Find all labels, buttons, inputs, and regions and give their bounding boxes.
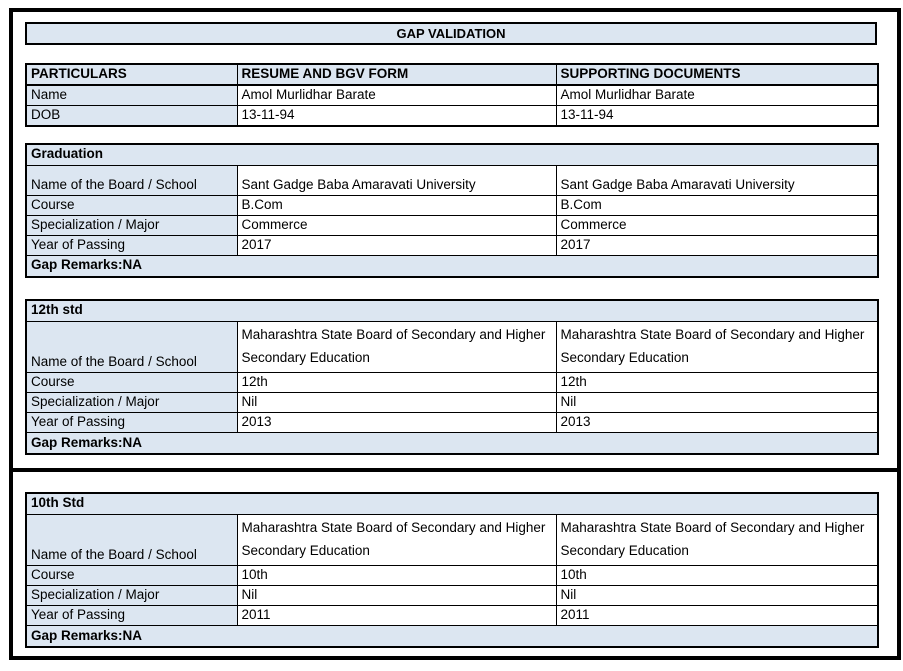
- row-gap-remarks: Gap Remarks:NA: [25, 431, 879, 455]
- document-title-text: GAP VALIDATION: [396, 26, 506, 41]
- resume-value-cell: Amol Murlidhar Barate: [236, 84, 557, 106]
- resume-value-cell: 2011: [236, 604, 557, 626]
- graduation-table: Graduation Name of the Board / School Sa…: [25, 143, 880, 278]
- resume-value-cell: 2017: [236, 234, 557, 256]
- supporting-value-cell: 2017: [555, 234, 879, 256]
- resume-value-cell: Maharashtra State Board of Secondary and…: [236, 513, 557, 566]
- row-gap-remarks: Gap Remarks:NA: [25, 624, 879, 648]
- page-divider: [9, 468, 901, 472]
- supporting-value-cell: B.Com: [555, 194, 879, 216]
- row-gap-remarks: Gap Remarks:NA: [25, 254, 879, 278]
- supporting-value-cell: 13-11-94: [555, 105, 879, 127]
- resume-value-cell: Commerce: [236, 214, 557, 236]
- tenth-std-table: 10th Std Name of the Board / School Maha…: [25, 492, 880, 649]
- header-cell-supporting-docs: SUPPORTING DOCUMENTS: [555, 63, 879, 86]
- row-specialization: Specialization / Major Nil Nil: [25, 391, 879, 413]
- row-course: Course 12th 12th: [25, 371, 879, 393]
- row-label-cell: Year of Passing: [25, 411, 238, 433]
- resume-value-cell: Nil: [236, 391, 557, 413]
- row-label-cell: Course: [25, 371, 238, 393]
- row-board-school: Name of the Board / School Maharashtra S…: [25, 320, 879, 373]
- row-label-cell: Year of Passing: [25, 604, 238, 626]
- supporting-value-cell: Nil: [555, 584, 879, 606]
- section-title-row-12th: 12th std: [25, 299, 879, 322]
- supporting-value-cell: Amol Murlidhar Barate: [555, 84, 879, 106]
- document-title: GAP VALIDATION: [25, 22, 877, 45]
- section-title-row-graduation: Graduation: [25, 143, 879, 166]
- row-label-cell: Course: [25, 194, 238, 216]
- resume-value-cell: 10th: [236, 564, 557, 586]
- resume-value-cell: 12th: [236, 371, 557, 393]
- gap-remarks-cell: Gap Remarks:NA: [25, 624, 879, 648]
- row-label-cell: Specialization / Major: [25, 584, 238, 606]
- row-board-school: Name of the Board / School Maharashtra S…: [25, 513, 879, 566]
- row-specialization: Specialization / Major Commerce Commerce: [25, 214, 879, 236]
- row-year-of-passing: Year of Passing 2011 2011: [25, 604, 879, 626]
- row-year-of-passing: Year of Passing 2017 2017: [25, 234, 879, 256]
- row-label-cell: Specialization / Major: [25, 214, 238, 236]
- gap-remarks-cell: Gap Remarks:NA: [25, 254, 879, 278]
- supporting-value-cell: 2013: [555, 411, 879, 433]
- row-label-cell: Name: [25, 84, 238, 106]
- supporting-value-cell: 10th: [555, 564, 879, 586]
- particulars-table: PARTICULARS RESUME AND BGV FORM SUPPORTI…: [25, 63, 879, 127]
- document-frame: GAP VALIDATION PARTICULARS RESUME AND BG…: [9, 8, 901, 660]
- particulars-header-row: PARTICULARS RESUME AND BGV FORM SUPPORTI…: [25, 63, 879, 86]
- twelfth-std-table: 12th std Name of the Board / School Maha…: [25, 299, 880, 456]
- resume-value-cell: 2013: [236, 411, 557, 433]
- supporting-value-cell: Maharashtra State Board of Secondary and…: [555, 513, 879, 566]
- row-label-cell: Year of Passing: [25, 234, 238, 256]
- row-name: Name Amol Murlidhar Barate Amol Murlidha…: [25, 84, 879, 106]
- row-specialization: Specialization / Major Nil Nil: [25, 584, 879, 606]
- supporting-value-cell: 2011: [555, 604, 879, 626]
- resume-value-cell: 13-11-94: [236, 105, 557, 127]
- resume-value-cell: Sant Gadge Baba Amaravati University: [236, 164, 557, 196]
- section-title-cell: 12th std: [25, 299, 879, 322]
- supporting-value-cell: Nil: [555, 391, 879, 413]
- resume-value-cell: Nil: [236, 584, 557, 606]
- row-dob: DOB 13-11-94 13-11-94: [25, 105, 879, 127]
- row-year-of-passing: Year of Passing 2013 2013: [25, 411, 879, 433]
- resume-value-cell: Maharashtra State Board of Secondary and…: [236, 320, 557, 373]
- header-cell-resume-bgv: RESUME AND BGV FORM: [236, 63, 557, 86]
- row-course: Course B.Com B.Com: [25, 194, 879, 216]
- section-title-cell: Graduation: [25, 143, 879, 166]
- row-label-cell: Name of the Board / School: [25, 513, 238, 566]
- supporting-value-cell: Sant Gadge Baba Amaravati University: [555, 164, 879, 196]
- row-label-cell: Course: [25, 564, 238, 586]
- section-title-cell: 10th Std: [25, 492, 879, 515]
- section-title-row-10th: 10th Std: [25, 492, 879, 515]
- supporting-value-cell: Maharashtra State Board of Secondary and…: [555, 320, 879, 373]
- supporting-value-cell: 12th: [555, 371, 879, 393]
- header-cell-particulars: PARTICULARS: [25, 63, 238, 86]
- row-label-cell: DOB: [25, 105, 238, 127]
- gap-remarks-cell: Gap Remarks:NA: [25, 431, 879, 455]
- row-label-cell: Name of the Board / School: [25, 320, 238, 373]
- supporting-value-cell: Commerce: [555, 214, 879, 236]
- row-label-cell: Name of the Board / School: [25, 164, 238, 196]
- row-label-cell: Specialization / Major: [25, 391, 238, 413]
- row-course: Course 10th 10th: [25, 564, 879, 586]
- row-board-school: Name of the Board / School Sant Gadge Ba…: [25, 164, 879, 196]
- resume-value-cell: B.Com: [236, 194, 557, 216]
